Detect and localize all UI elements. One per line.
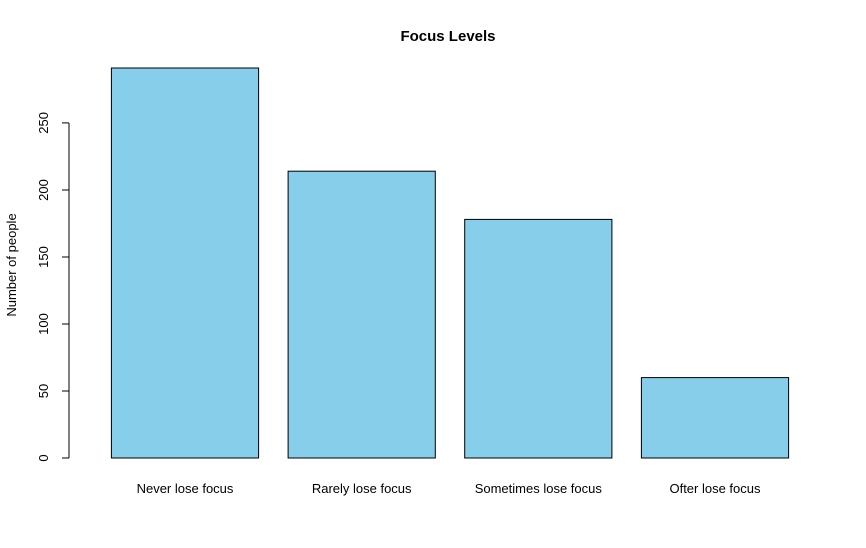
category-label-rarely-lose-focus: Rarely lose focus [312, 481, 412, 496]
bar-sometimes-lose-focus [464, 218, 613, 459]
y-axis-label: Number of people [4, 213, 19, 316]
y-tick-label-200: 200 [36, 179, 51, 201]
y-axis: 0 50 100 150 200 250 [36, 112, 70, 462]
bar-ofter-lose-focus [640, 377, 790, 459]
y-tick-label-0: 0 [36, 454, 51, 461]
y-tick-label-50: 50 [36, 384, 51, 398]
category-label-sometimes-lose-focus: Sometimes lose focus [475, 481, 603, 496]
y-tick-label-150: 150 [36, 246, 51, 268]
bar-never-lose-focus [110, 67, 260, 459]
bars-group [110, 67, 790, 459]
category-label-ofter-lose-focus: Ofter lose focus [669, 481, 761, 496]
y-tick-label-100: 100 [36, 313, 51, 335]
category-label-never-lose-focus: Never lose focus [137, 481, 234, 496]
y-tick-label-250: 250 [36, 112, 51, 134]
chart-title: Focus Levels [400, 28, 495, 45]
category-labels: Never lose focus Rarely lose focus Sometim… [137, 481, 761, 496]
bar-rarely-lose-focus [287, 170, 436, 459]
